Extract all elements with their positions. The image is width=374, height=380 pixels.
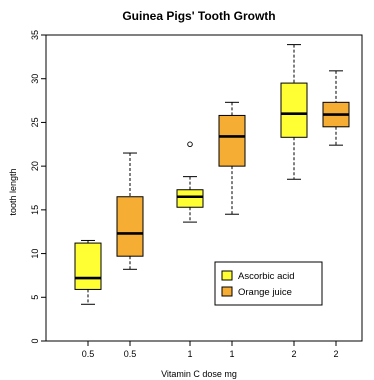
y-tick-label: 10: [30, 249, 40, 259]
y-tick-label: 20: [30, 161, 40, 171]
x-axis-label: Vitamin C dose mg: [161, 369, 237, 379]
outlier-point: [187, 141, 193, 148]
plot-frame: [45, 34, 363, 342]
box: [74, 242, 102, 290]
plot-area: 0 5 10 15 20 25 30 35 0.5 0.5 1 1 2 2: [30, 30, 363, 359]
y-tick-label: 35: [30, 30, 40, 40]
box: [280, 82, 308, 138]
legend: Ascorbic acid Orange juice: [214, 261, 323, 306]
box: [116, 196, 144, 257]
x-tick-label: 2: [291, 349, 296, 359]
legend-swatch: [221, 286, 233, 297]
y-tick-label: 15: [30, 205, 40, 215]
x-tick-label: 1: [187, 349, 192, 359]
chart-title: Guinea Pigs' Tooth Growth: [122, 9, 275, 23]
x-tick-label: 0.5: [124, 349, 137, 359]
y-tick-label: 30: [30, 74, 40, 84]
y-tick-label: 5: [30, 295, 40, 300]
y-tick-label: 25: [30, 117, 40, 127]
legend-swatch: [221, 270, 233, 281]
x-tick-label: 2: [333, 349, 338, 359]
box: [218, 114, 246, 167]
y-tick-label: 0: [30, 338, 40, 343]
x-tick-label: 0.5: [82, 349, 95, 359]
x-tick-label: 1: [229, 349, 234, 359]
y-axis-label: tooth length: [8, 168, 18, 215]
box: [176, 189, 204, 208]
legend-label: Ascorbic acid: [238, 271, 295, 282]
legend-box: [214, 261, 323, 306]
legend-label: Orange juice: [238, 287, 292, 298]
